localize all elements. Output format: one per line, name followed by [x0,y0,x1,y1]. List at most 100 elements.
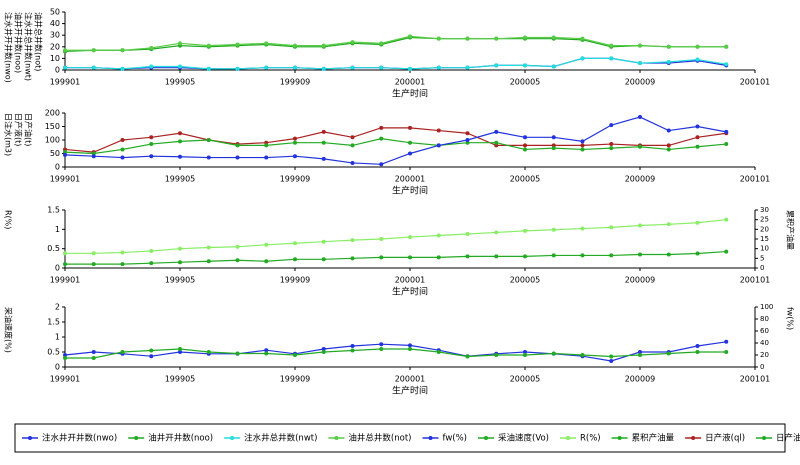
data-point [666,252,671,257]
data-point [379,342,384,347]
x-tick-label: 200009 [625,276,656,285]
data-point [235,351,240,356]
y2-tick-label: 20 [760,351,769,359]
data-point [609,253,614,258]
data-point [666,351,671,356]
data-point [609,225,614,230]
data-point [523,143,527,148]
data-point [695,144,700,149]
data-point [91,350,96,354]
data-point [638,115,642,120]
data-point [120,262,125,267]
data-point [178,139,182,144]
data-point [666,44,671,49]
data-point [436,128,441,133]
data-point [235,143,240,148]
y-tick-label: 100 [45,136,60,145]
data-point [321,43,326,48]
data-point [149,261,154,266]
data-point [436,233,441,238]
data-point [350,238,355,243]
data-point [379,65,384,70]
legend-label: R(%) [580,434,601,444]
data-point [551,227,556,232]
x-tick-label: 200005 [510,175,541,184]
data-point [436,143,441,148]
x-tick-label: 199901 [50,175,81,184]
y-axis-title: 采油速度(%) [4,307,14,353]
data-point [293,140,297,145]
data-point [63,152,67,157]
data-point [350,65,355,70]
data-point [551,64,556,69]
x-tick-label: 200009 [625,175,656,184]
data-point [379,41,384,46]
data-point [465,131,470,136]
data-point [666,143,671,148]
data-point [436,65,441,70]
y2-tick-label: 15 [760,235,769,243]
legend-swatch-dot [230,436,235,440]
data-point [149,135,154,140]
y2-axis-title: fw(%) [786,307,795,330]
data-point [91,251,96,256]
x-tick-label: 200101 [740,375,771,384]
data-point [379,136,384,141]
x-tick-label: 199905 [165,276,196,285]
data-point [724,142,729,147]
y-tick-label: 1.5 [47,318,60,327]
legend-label: fw(%) [442,434,467,444]
y-tick-label: 0.5 [47,348,60,357]
data-point [609,146,614,151]
y-tick-label: 50 [50,149,60,158]
x-tick-label: 200001 [395,175,426,184]
data-point [638,252,642,257]
data-point [149,142,154,147]
series-line [65,250,727,265]
series-line [64,127,727,153]
data-point [580,36,585,41]
y-axis-title: 日产液(t) [14,113,24,146]
data-point [695,124,700,129]
y2-axis-title: 累积产油量 [786,210,796,250]
data-point [235,244,240,249]
data-point [120,350,125,354]
data-point [638,43,642,48]
data-point [551,253,556,258]
x-axis-title: 生产时间 [392,185,428,197]
series-line [64,341,727,362]
data-point [695,220,700,225]
legend-swatch-dot [334,436,339,440]
data-point [379,255,384,260]
data-point [638,61,642,66]
data-point [638,350,642,354]
data-point [321,140,326,145]
data-point [149,354,154,359]
y-tick-label: 1 [55,333,60,342]
data-point [695,135,700,140]
data-point [465,231,470,236]
data-point [580,56,585,61]
data-point [120,155,125,160]
data-point [321,239,326,244]
y-tick-label: 0 [55,66,60,75]
data-point [580,253,585,258]
data-point [465,65,470,70]
data-point [494,36,499,41]
data-point [436,350,441,354]
data-point [206,245,211,250]
legend-label: 日产液(ql) [705,433,745,444]
data-point [149,45,154,50]
data-point [178,131,182,136]
x-tick-label: 199905 [165,375,196,384]
data-point [350,348,355,353]
data-point [408,343,412,348]
data-point [494,63,499,68]
data-point [91,262,96,267]
data-point [523,35,527,40]
y2-tick-label: 60 [760,327,769,335]
data-point [408,235,412,240]
x-tick-label: 200101 [740,276,771,285]
data-point [523,135,527,140]
data-point [724,62,729,67]
